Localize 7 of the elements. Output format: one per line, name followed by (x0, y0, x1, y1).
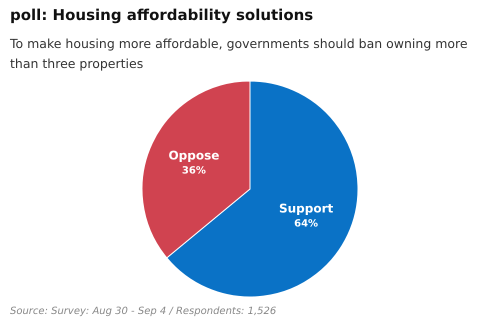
source-note: Source: Survey: Aug 30 - Sep 4 / Respondents: 1,526 (10, 306, 276, 317)
data-label: 36% (182, 166, 206, 177)
chart-subtitle: To make housing more affordable, governments should ban owning more than three properties (10, 35, 469, 73)
data-label: 64% (294, 218, 318, 230)
slice-label: Support (278, 201, 334, 216)
chart-title: poll: Housing affordability solutions (10, 6, 314, 24)
slice-label: Oppose (168, 148, 220, 163)
